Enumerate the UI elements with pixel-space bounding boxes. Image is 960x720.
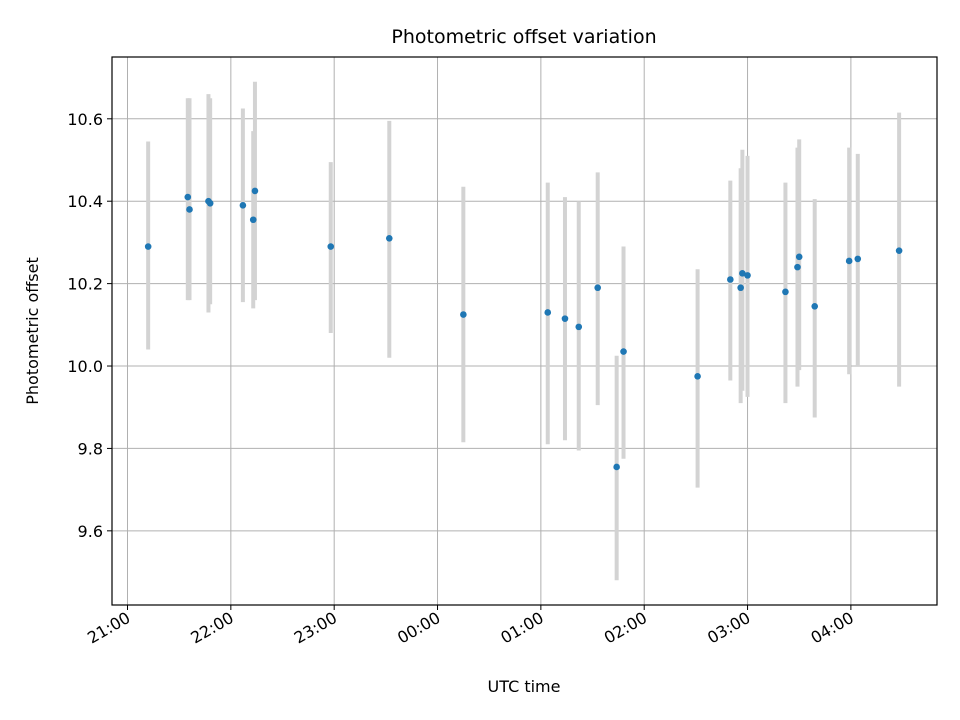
data-point [327, 243, 335, 250]
y-axis-title: Photometric offset [23, 257, 42, 405]
chart-title: Photometric offset variation [391, 26, 656, 48]
data-point [737, 284, 744, 292]
y-tick-label: 10.6 [67, 110, 103, 129]
y-tick-label: 9.6 [78, 522, 103, 541]
data-point [854, 255, 862, 263]
point-layer [144, 187, 903, 471]
data-point [544, 309, 552, 316]
data-point [845, 257, 853, 265]
data-point [613, 463, 620, 471]
y-tick-label: 10.0 [67, 357, 103, 376]
data-point [239, 202, 247, 209]
data-point [249, 216, 257, 224]
y-tick-label: 10.2 [67, 275, 103, 294]
plot-frame [111, 56, 938, 606]
data-point [251, 187, 259, 195]
data-point [184, 193, 192, 201]
data-point [620, 348, 627, 355]
data-point [594, 284, 601, 292]
data-point [186, 206, 193, 213]
data-point [561, 315, 569, 322]
y-tick-label: 9.8 [78, 439, 103, 458]
y-tick-label: 10.4 [67, 192, 103, 211]
data-point [782, 288, 789, 296]
data-point [794, 263, 801, 271]
data-point [694, 373, 701, 380]
data-point [744, 272, 751, 279]
data-point [206, 199, 214, 207]
x-axis-title: UTC time [488, 677, 561, 696]
data-point [895, 247, 903, 254]
data-point [727, 276, 734, 283]
data-point [144, 243, 152, 250]
data-point [811, 302, 819, 310]
data-point [385, 234, 393, 242]
data-point [460, 311, 467, 318]
data-point [575, 323, 583, 331]
data-point [795, 253, 803, 261]
data-point [739, 270, 746, 277]
